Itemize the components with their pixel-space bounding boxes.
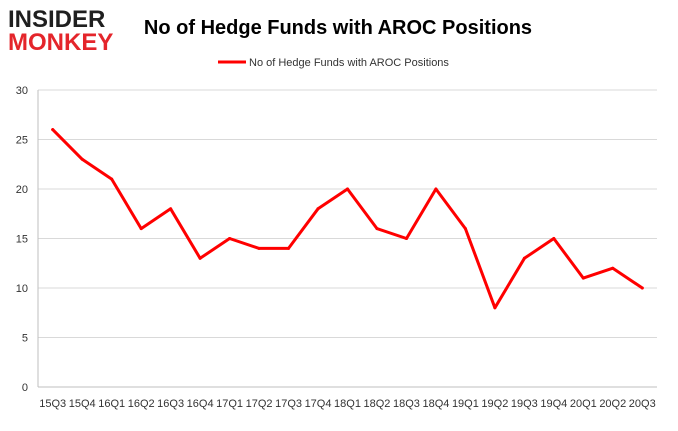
data-point-16Q2 bbox=[139, 227, 143, 231]
y-tick-label-10: 10 bbox=[16, 283, 28, 295]
data-point-19Q4 bbox=[552, 237, 556, 240]
data-point-17Q1 bbox=[228, 237, 232, 240]
y-tick-label-0: 0 bbox=[22, 382, 28, 394]
data-point-16Q3 bbox=[169, 207, 173, 211]
x-tick-label-16Q4: 16Q4 bbox=[187, 398, 214, 410]
data-point-15Q3 bbox=[51, 128, 55, 132]
series-line-0 bbox=[51, 128, 644, 310]
y-tick-label-30: 30 bbox=[16, 85, 28, 97]
logo-line-1: INSIDER bbox=[8, 6, 105, 33]
data-point-18Q1 bbox=[346, 187, 349, 191]
x-tick-label-19Q4: 19Q4 bbox=[540, 398, 567, 410]
x-tick-label-17Q1: 17Q1 bbox=[216, 398, 243, 410]
gridlines bbox=[38, 89, 657, 338]
x-tick-label-15Q3: 15Q3 bbox=[39, 398, 66, 410]
x-tick-label-15Q4: 15Q4 bbox=[69, 398, 96, 410]
y-tick-label-25: 25 bbox=[16, 135, 28, 147]
data-point-17Q4 bbox=[316, 207, 320, 211]
y-tick-label-15: 15 bbox=[16, 234, 28, 246]
x-tick-label-16Q3: 16Q3 bbox=[157, 398, 184, 410]
x-tick-label-20Q2: 20Q2 bbox=[599, 398, 626, 410]
x-tick-label-16Q1: 16Q1 bbox=[98, 398, 125, 410]
data-point-17Q2 bbox=[257, 246, 261, 250]
y-tick-label-5: 5 bbox=[22, 333, 28, 345]
series-group bbox=[51, 128, 644, 310]
data-point-18Q4 bbox=[434, 187, 438, 191]
insider-monkey-logo: INSIDER MONKEY bbox=[8, 6, 113, 56]
axes bbox=[37, 90, 657, 388]
data-point-15Q4 bbox=[80, 157, 84, 161]
data-point-19Q1 bbox=[463, 227, 467, 231]
legend-label: No of Hedge Funds with AROC Positions bbox=[249, 57, 449, 69]
x-tick-label-17Q4: 17Q4 bbox=[305, 398, 332, 410]
x-tick-label-18Q4: 18Q4 bbox=[422, 398, 449, 410]
x-tick-label-17Q2: 17Q2 bbox=[246, 398, 273, 410]
data-point-20Q3 bbox=[640, 286, 644, 290]
logo-line-2: MONKEY bbox=[8, 29, 113, 56]
x-tick-label-16Q2: 16Q2 bbox=[128, 398, 155, 410]
x-tick-label-19Q1: 19Q1 bbox=[452, 398, 479, 410]
x-tick-label-18Q2: 18Q2 bbox=[364, 398, 391, 410]
x-axis-ticks: 15Q3 15Q4 16Q1 16Q2 16Q3 16Q4 17Q1 17Q2 17Q3 17Q4… bbox=[39, 398, 655, 410]
data-point-16Q1 bbox=[110, 177, 114, 181]
y-axis-ticks: 0 5 10 15 20 25 30 bbox=[16, 85, 28, 394]
x-tick-label-20Q3: 20Q3 bbox=[629, 398, 656, 410]
data-point-18Q3 bbox=[404, 237, 408, 240]
x-tick-label-19Q2: 19Q2 bbox=[481, 398, 508, 410]
chart-title: No of Hedge Funds with AROC Positions bbox=[144, 17, 532, 39]
data-point-20Q1 bbox=[581, 276, 585, 280]
data-point-19Q2 bbox=[493, 306, 497, 310]
x-tick-label-19Q3: 19Q3 bbox=[511, 398, 538, 410]
x-tick-label-18Q3: 18Q3 bbox=[393, 398, 420, 410]
data-point-16Q4 bbox=[198, 256, 202, 260]
x-tick-label-20Q1: 20Q1 bbox=[570, 398, 597, 410]
data-point-17Q3 bbox=[287, 246, 291, 250]
data-point-18Q2 bbox=[375, 227, 379, 231]
legend: No of Hedge Funds with AROC Positions bbox=[218, 57, 449, 69]
y-tick-label-20: 20 bbox=[16, 184, 28, 196]
x-tick-label-18Q1: 18Q1 bbox=[334, 398, 361, 410]
data-point-19Q3 bbox=[522, 256, 526, 260]
x-tick-label-17Q3: 17Q3 bbox=[275, 398, 302, 410]
data-point-20Q2 bbox=[611, 266, 615, 270]
